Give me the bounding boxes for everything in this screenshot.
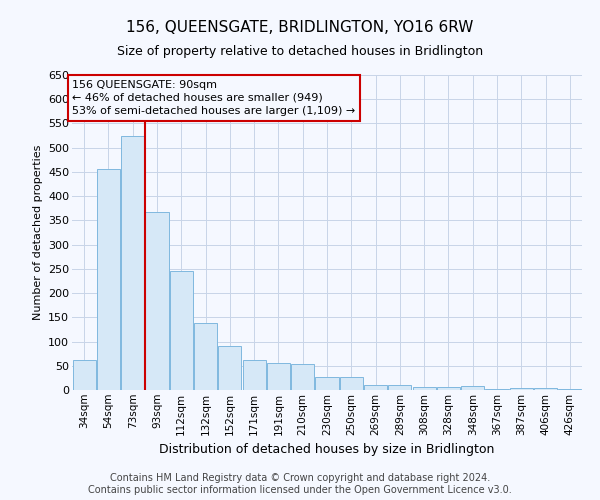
Bar	[485, 388, 509, 390]
Bar	[510, 388, 533, 390]
Text: 156, QUEENSGATE, BRIDLINGTON, YO16 6RW: 156, QUEENSGATE, BRIDLINGTON, YO16 6RW	[127, 20, 473, 35]
Bar	[559, 388, 581, 390]
Text: Size of property relative to detached houses in Bridlington: Size of property relative to detached ho…	[117, 45, 483, 58]
Bar	[534, 388, 557, 390]
Bar	[73, 360, 95, 390]
Bar	[121, 136, 144, 390]
Bar	[437, 386, 460, 390]
Bar	[461, 386, 484, 390]
Bar	[145, 212, 169, 390]
Bar	[97, 168, 120, 390]
Bar	[291, 364, 314, 390]
Text: 156 QUEENSGATE: 90sqm
← 46% of detached houses are smaller (949)
53% of semi-det: 156 QUEENSGATE: 90sqm ← 46% of detached …	[72, 80, 355, 116]
Y-axis label: Number of detached properties: Number of detached properties	[32, 145, 43, 320]
Bar	[242, 360, 266, 390]
Bar	[388, 384, 412, 390]
Bar	[218, 346, 241, 390]
Bar	[364, 384, 387, 390]
Text: Contains HM Land Registry data © Crown copyright and database right 2024.
Contai: Contains HM Land Registry data © Crown c…	[88, 474, 512, 495]
Bar	[170, 272, 193, 390]
Bar	[340, 378, 363, 390]
Bar	[316, 378, 338, 390]
X-axis label: Distribution of detached houses by size in Bridlington: Distribution of detached houses by size …	[160, 443, 494, 456]
Bar	[194, 323, 217, 390]
Bar	[413, 387, 436, 390]
Bar	[267, 364, 290, 390]
